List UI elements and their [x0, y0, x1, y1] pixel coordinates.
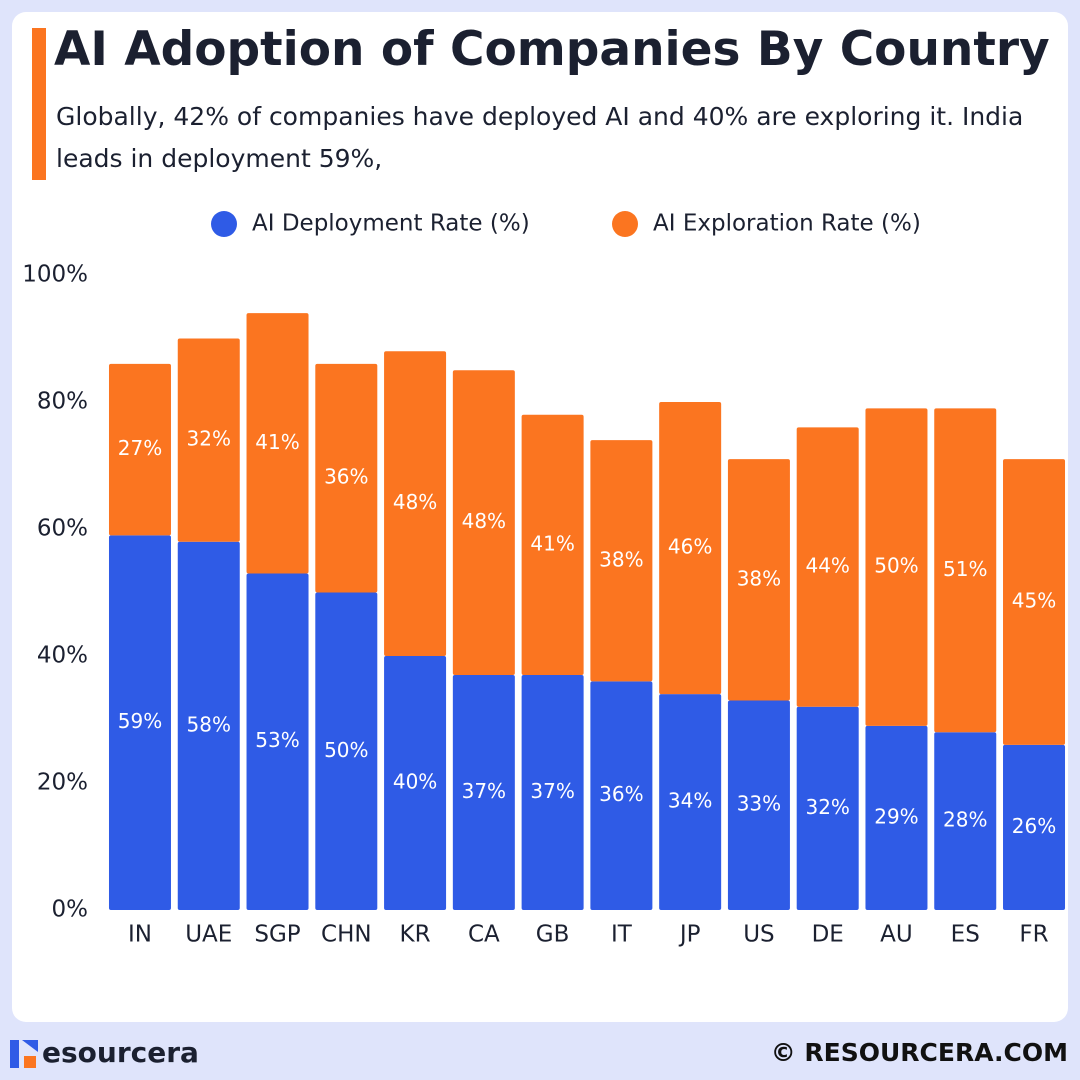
value-label: 45% [1012, 589, 1056, 613]
value-label: 41% [255, 430, 299, 454]
bar-segment [796, 706, 859, 910]
value-label: 37% [462, 779, 506, 803]
bar-segment [177, 541, 240, 910]
y-tick-label: 100% [22, 262, 88, 288]
value-label: 26% [1012, 814, 1056, 838]
value-label: 34% [668, 789, 712, 813]
chart-title: AI Adoption of Companies By Country [54, 22, 1050, 77]
bar-segment [590, 681, 653, 910]
x-tick-label: SGP [254, 922, 300, 948]
bar-segment [384, 351, 447, 656]
value-label: 59% [118, 709, 162, 733]
value-label: 50% [874, 554, 918, 578]
x-tick-label: FR [1019, 922, 1048, 948]
value-label: 53% [255, 728, 299, 752]
bar-segment [1003, 744, 1066, 910]
value-label: 28% [943, 808, 987, 832]
bar-segment [590, 440, 653, 682]
x-tick-label: DE [812, 922, 844, 948]
bar-segment [452, 370, 515, 676]
value-label: 44% [805, 554, 849, 578]
bar-segment [177, 338, 240, 542]
x-tick-label: CHN [321, 922, 372, 948]
x-tick-label: IN [128, 922, 152, 948]
x-tick-label: IT [611, 922, 633, 948]
bar-segment [727, 459, 790, 701]
y-tick-label: 20% [37, 770, 88, 796]
y-tick-label: 60% [37, 516, 88, 542]
x-tick-label: JP [678, 922, 701, 948]
bar-segment [246, 313, 309, 574]
value-label: 46% [668, 535, 712, 559]
bar-segment [521, 414, 584, 676]
bar-segment [108, 363, 171, 536]
value-label: 58% [187, 712, 231, 736]
bar-segment [452, 675, 515, 910]
value-label: 36% [324, 465, 368, 489]
value-label: 32% [187, 427, 231, 451]
title-accent [32, 28, 46, 180]
value-label: 50% [324, 738, 368, 762]
bar-segment [865, 408, 928, 726]
value-label: 51% [943, 557, 987, 581]
copyright: © RESOURCERA.COM [770, 1038, 1068, 1067]
y-tick-label: 40% [37, 643, 88, 669]
value-label: 27% [118, 436, 162, 460]
bar-segment [521, 675, 584, 910]
value-label: 33% [737, 792, 781, 816]
bar-segment [315, 592, 378, 910]
brand-logo [10, 1040, 38, 1068]
legend-label: AI Deployment Rate (%) [252, 211, 530, 237]
x-tick-label: ES [951, 922, 980, 948]
bar-segment [384, 656, 447, 910]
x-tick-label: GB [536, 922, 570, 948]
value-label: 48% [462, 509, 506, 533]
bar-segment [865, 725, 928, 910]
bar-segment [659, 402, 722, 695]
bar-segment [934, 408, 997, 733]
x-tick-label: KR [400, 922, 431, 948]
x-tick-label: CA [468, 922, 500, 948]
value-label: 32% [805, 795, 849, 819]
x-tick-label: AU [880, 922, 913, 948]
x-tick-label: US [743, 922, 774, 948]
value-label: 40% [393, 770, 437, 794]
chart-subtitle: Globally, 42% of companies have deployed… [56, 102, 1024, 173]
value-label: 41% [530, 531, 574, 555]
bar-segment [108, 535, 171, 910]
legend-label: AI Exploration Rate (%) [653, 211, 921, 237]
brand-name: esourcera [42, 1036, 199, 1069]
bar-segment [315, 363, 378, 593]
bar-segment [1003, 459, 1066, 745]
value-label: 38% [599, 547, 643, 571]
bar-segment [796, 427, 859, 707]
bar-segment [659, 694, 722, 910]
bar-segment [246, 573, 309, 910]
legend-marker [211, 211, 237, 237]
value-label: 38% [737, 566, 781, 590]
value-label: 29% [874, 804, 918, 828]
legend-marker [612, 211, 638, 237]
bar-segment [727, 700, 790, 910]
x-tick-label: UAE [185, 922, 232, 948]
y-tick-label: 0% [52, 897, 89, 923]
value-label: 36% [599, 782, 643, 806]
value-label: 37% [530, 779, 574, 803]
value-label: 48% [393, 490, 437, 514]
bar-segment [934, 732, 997, 910]
y-tick-label: 80% [37, 389, 88, 415]
